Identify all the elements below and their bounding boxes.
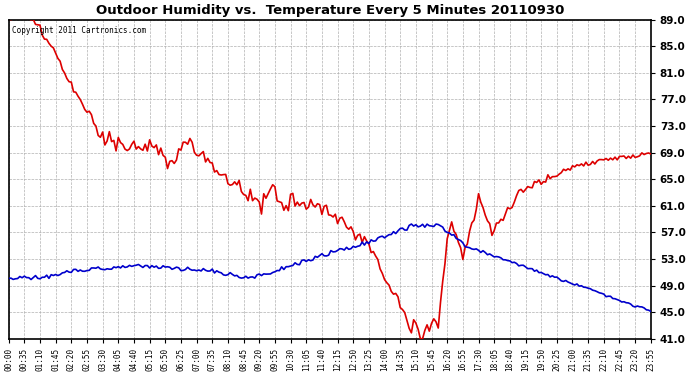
- Text: Copyright 2011 Cartronics.com: Copyright 2011 Cartronics.com: [12, 26, 146, 35]
- Title: Outdoor Humidity vs.  Temperature Every 5 Minutes 20110930: Outdoor Humidity vs. Temperature Every 5…: [95, 4, 564, 17]
